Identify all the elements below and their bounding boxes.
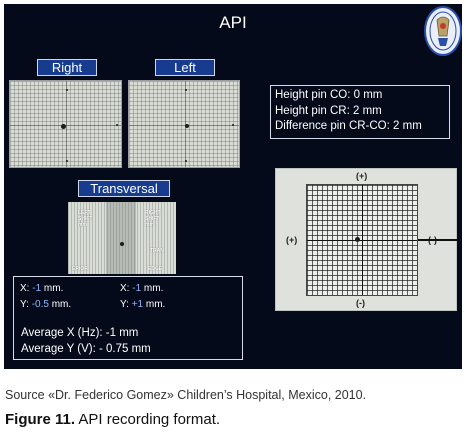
transversal-label: Transversal	[78, 180, 170, 197]
big-grid-left-label: (+)	[286, 235, 298, 245]
left-y-measure: Y: +1 mm.	[120, 299, 166, 310]
slide-title: API	[219, 13, 247, 32]
right-shift-text: RIGHT SHIFT mm	[145, 210, 161, 228]
right-y-measure: Y: -0.5 mm.	[20, 299, 72, 310]
figure-caption: Figure 11. API recording format.	[5, 411, 220, 428]
average-y: Average Y (V): - 0.75 mm	[21, 343, 151, 355]
height-pin-co: Height pin CO: 0 mm	[275, 89, 383, 101]
left-tracing-grid	[128, 80, 240, 168]
left-label: Left	[155, 59, 215, 76]
hospital-seal-logo	[424, 6, 462, 56]
difference-pin: Difference pin CR-CO: 2 mm	[275, 120, 422, 132]
right-label: Right	[37, 59, 97, 76]
bottom-left-text: ERIOR	[72, 266, 88, 272]
combined-tracing-panel: (+) (-) (+) (-)	[275, 168, 458, 311]
tran-text: TRAN	[150, 248, 164, 254]
left-x-measure: X: -1 mm.	[120, 283, 164, 294]
right-x-measure: X: -1 mm.	[20, 283, 64, 294]
bottom-right-text: EDGE	[148, 266, 163, 272]
presentation-slide: API Right Left Transversal LEFT SHIFT mm…	[4, 4, 462, 369]
left-shift-text: LEFT SHIFT mm	[78, 210, 93, 228]
right-apex-point	[61, 124, 66, 129]
figure-text: API recording format.	[78, 411, 221, 428]
transversal-point	[120, 242, 124, 246]
height-pin-info-box: Height pin CO: 0 mm Height pin CR: 2 mm …	[270, 85, 450, 139]
big-grid-top-label: (+)	[356, 171, 368, 181]
transversal-tracing-panel: LEFT SHIFT mm RIGHT SHIFT mm TRAN ERIOR …	[68, 202, 176, 274]
average-x: Average X (Hz): -1 mm	[21, 327, 139, 339]
big-grid-bottom-label: (-)	[356, 298, 365, 308]
left-apex-point	[185, 124, 189, 128]
right-tracing-grid	[9, 80, 122, 168]
height-pin-cr: Height pin CR: 2 mm	[275, 104, 382, 117]
figure-label: Figure 11.	[5, 411, 76, 428]
xy-measurements-box: X: -1 mm. Y: -0.5 mm. X: -1 mm. Y: +1 mm…	[13, 276, 243, 360]
big-tracing-grid	[306, 184, 418, 296]
source-caption: Source «Dr. Federico Gomez» Children’s H…	[5, 388, 367, 402]
combined-point	[355, 237, 360, 242]
